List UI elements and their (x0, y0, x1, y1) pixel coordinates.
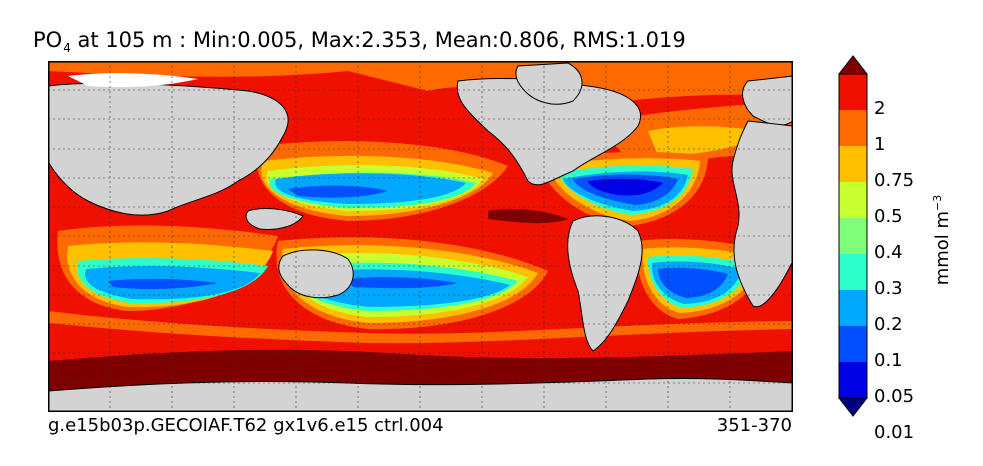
map-frame (48, 61, 793, 412)
colorbar-tick-label: 0.1 (874, 350, 903, 371)
colorbar-tick-label: 0.05 (874, 386, 915, 407)
colorbar-tick-label: 0.01 (874, 422, 915, 443)
colorbar-units: mmol m−3 (931, 195, 953, 286)
colorbar-segment (839, 254, 867, 291)
colorbar-segment (839, 362, 867, 399)
title-variable-subscript: 4 (63, 41, 71, 55)
figure-title: PO4 at 105 m : Min:0.005, Max:2.353, Mea… (33, 28, 686, 55)
colorbar-tick-label: 0.5 (874, 206, 903, 227)
satl-blue (658, 267, 728, 298)
colorbar-segment (839, 218, 867, 255)
colorbar-segment (839, 110, 867, 147)
case-name: g.e15b03p.GECOIAF.T62 gx1v6.e15 ctrl.004 (48, 415, 444, 436)
npac-blue-core (288, 185, 388, 198)
sea-ice (68, 73, 198, 88)
land-greenland (515, 62, 583, 105)
land-eurasia-east (742, 75, 793, 126)
colorbar-tick-label: 1 (874, 134, 886, 155)
indian-blue-core (108, 278, 218, 290)
north-atlantic-yellow (648, 126, 768, 156)
colorbar-segment (839, 182, 867, 219)
land-indonesia (245, 208, 304, 230)
colorbar-extend-max (837, 55, 869, 75)
colorbar-tick-label: 0.75 (874, 170, 915, 191)
spac-blue-core (348, 277, 458, 289)
title-stats: at 105 m : Min:0.005, Max:2.353, Mean:0.… (70, 28, 686, 52)
land-south-america (567, 215, 643, 352)
colorbar-tick-label: 0.3 (874, 278, 903, 299)
colorbar-extend-min (837, 397, 869, 417)
colorbar-tick-label: 0.2 (874, 314, 903, 335)
eq-pacific-tongue (488, 208, 568, 224)
colorbar (837, 55, 869, 417)
colorbar-segment (839, 326, 867, 363)
po4-map (48, 61, 793, 412)
colorbar-segment (839, 74, 867, 111)
year-range: 351-370 (716, 415, 792, 436)
land-africa (731, 120, 793, 308)
colorbar-segment (839, 290, 867, 327)
colorbar-tick-label: 2 (874, 98, 886, 119)
graticule (48, 61, 793, 412)
title-variable: PO (33, 28, 63, 52)
colorbar-tick-label: 0.4 (874, 242, 903, 263)
colorbar-segment (839, 146, 867, 183)
natl-core (588, 178, 663, 196)
units-exponent: −3 (931, 194, 944, 211)
units-base: mmol m (932, 210, 953, 286)
